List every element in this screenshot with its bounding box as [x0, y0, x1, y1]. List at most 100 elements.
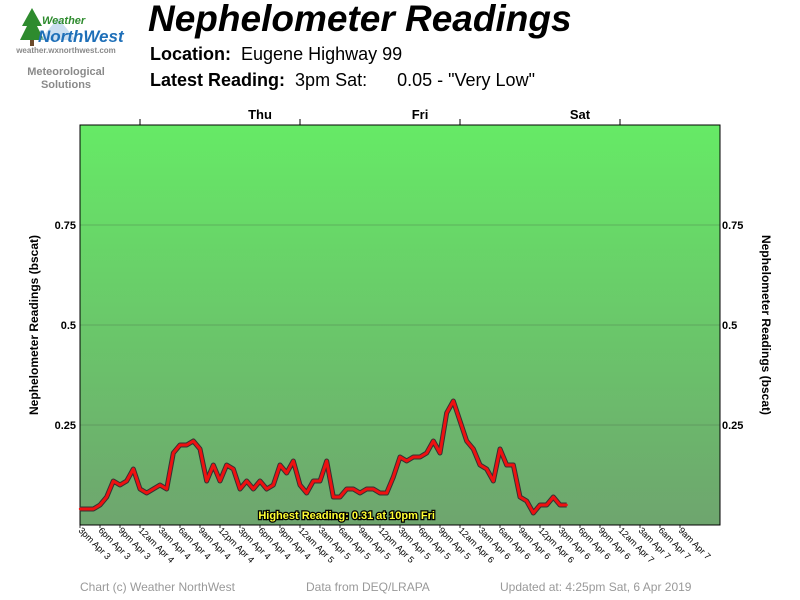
location-value: Eugene Highway 99	[241, 44, 403, 64]
data-point	[398, 455, 402, 459]
data-point	[225, 463, 228, 467]
data-point	[165, 487, 168, 491]
data-point	[385, 491, 388, 495]
latest-reading-time: 3pm Sat:	[295, 70, 368, 90]
footer-updated: Updated at: 4:25pm Sat, 6 Apr 2019	[500, 580, 692, 594]
data-point	[152, 487, 155, 491]
data-point	[565, 503, 568, 507]
data-point	[325, 459, 328, 463]
data-point	[478, 463, 482, 467]
data-point	[292, 459, 295, 463]
data-point	[232, 467, 235, 471]
data-point	[498, 447, 502, 451]
logo-word-northwest: NorthWest	[38, 27, 125, 46]
latest-reading-label: Latest Reading:	[150, 70, 286, 90]
y-axis-title-left: Nephelometer Readings (bscat)	[27, 235, 41, 415]
page-title: Nephelometer Readings	[148, 0, 572, 39]
data-point	[558, 503, 562, 507]
data-point	[298, 483, 302, 487]
data-point	[132, 467, 135, 471]
data-point	[492, 479, 495, 483]
logo-word-weather: Weather	[42, 15, 86, 27]
data-point	[532, 511, 535, 515]
logo-subtitle: Meteorological Solutions	[0, 66, 132, 92]
latest-reading-value: 0.05 - "Very Low"	[397, 70, 535, 90]
data-point	[252, 487, 255, 491]
data-point	[112, 479, 115, 483]
data-point	[438, 451, 442, 455]
y-tick-label-right: 0.75	[722, 220, 743, 232]
data-point	[372, 487, 375, 491]
data-point	[432, 439, 435, 443]
data-point	[238, 487, 242, 491]
data-point	[365, 487, 368, 491]
data-point	[472, 447, 475, 451]
data-point	[345, 487, 348, 491]
data-point	[178, 443, 182, 447]
data-point	[318, 479, 322, 483]
data-point	[158, 483, 162, 487]
day-label: Fri	[412, 107, 429, 122]
data-point	[485, 467, 488, 471]
series-line	[80, 399, 567, 515]
weather-northwest-logo[interactable]: Weather NorthWest	[14, 6, 134, 50]
data-point	[85, 507, 88, 511]
y-tick-label-right: 0.25	[722, 420, 743, 432]
data-point	[418, 455, 422, 459]
data-point	[172, 451, 175, 455]
data-point	[205, 479, 208, 483]
data-point	[545, 503, 548, 507]
data-point	[512, 463, 515, 467]
data-point	[425, 451, 428, 455]
data-point	[338, 495, 342, 499]
data-point	[445, 411, 448, 415]
data-point	[352, 487, 355, 491]
data-point	[465, 439, 468, 443]
data-point	[78, 507, 82, 511]
data-point	[538, 503, 542, 507]
data-point	[92, 507, 95, 511]
latest-reading-line: Latest Reading: 3pm Sat: 0.05 - "Very Lo…	[150, 70, 535, 91]
location-line: Location: Eugene Highway 99	[150, 44, 402, 65]
data-point	[405, 459, 408, 463]
y-tick-label-left: 0.75	[55, 220, 76, 232]
location-label: Location:	[150, 44, 231, 64]
data-point	[138, 487, 142, 491]
data-point	[525, 499, 528, 503]
data-point	[272, 483, 275, 487]
data-point	[245, 479, 248, 483]
footer-copyright: Chart (c) Weather NorthWest	[80, 580, 235, 594]
y-tick-label-right: 0.5	[722, 320, 737, 332]
y-tick-label-left: 0.5	[61, 320, 76, 332]
tree-logo-icon: Weather NorthWest	[20, 8, 125, 46]
data-point	[505, 463, 508, 467]
y-axis-title-right: Nephelometer Readings (bscat)	[759, 235, 773, 415]
data-point	[185, 443, 188, 447]
data-point	[312, 479, 315, 483]
data-point	[552, 495, 555, 499]
data-point	[198, 447, 202, 451]
data-point	[458, 419, 462, 423]
data-point	[332, 495, 335, 499]
data-point	[412, 455, 415, 459]
logo-subtitle-line1: Meteorological	[27, 66, 105, 78]
data-point	[125, 479, 128, 483]
day-label: Thu	[248, 107, 272, 122]
day-label: Sat	[570, 107, 591, 122]
data-point	[452, 399, 455, 403]
y-tick-label-left: 0.25	[55, 420, 76, 432]
data-point	[105, 495, 108, 499]
data-point	[118, 483, 122, 487]
logo-url[interactable]: weather.wxnorthwest.com	[16, 46, 116, 55]
data-point	[192, 439, 195, 443]
data-point	[285, 471, 288, 475]
data-point	[98, 503, 102, 507]
data-point	[278, 463, 282, 467]
data-point	[518, 495, 522, 499]
data-point	[358, 491, 362, 495]
data-point	[145, 491, 148, 495]
data-point	[218, 479, 222, 483]
data-point	[258, 479, 262, 483]
logo-subtitle-line2: Solutions	[40, 79, 92, 91]
